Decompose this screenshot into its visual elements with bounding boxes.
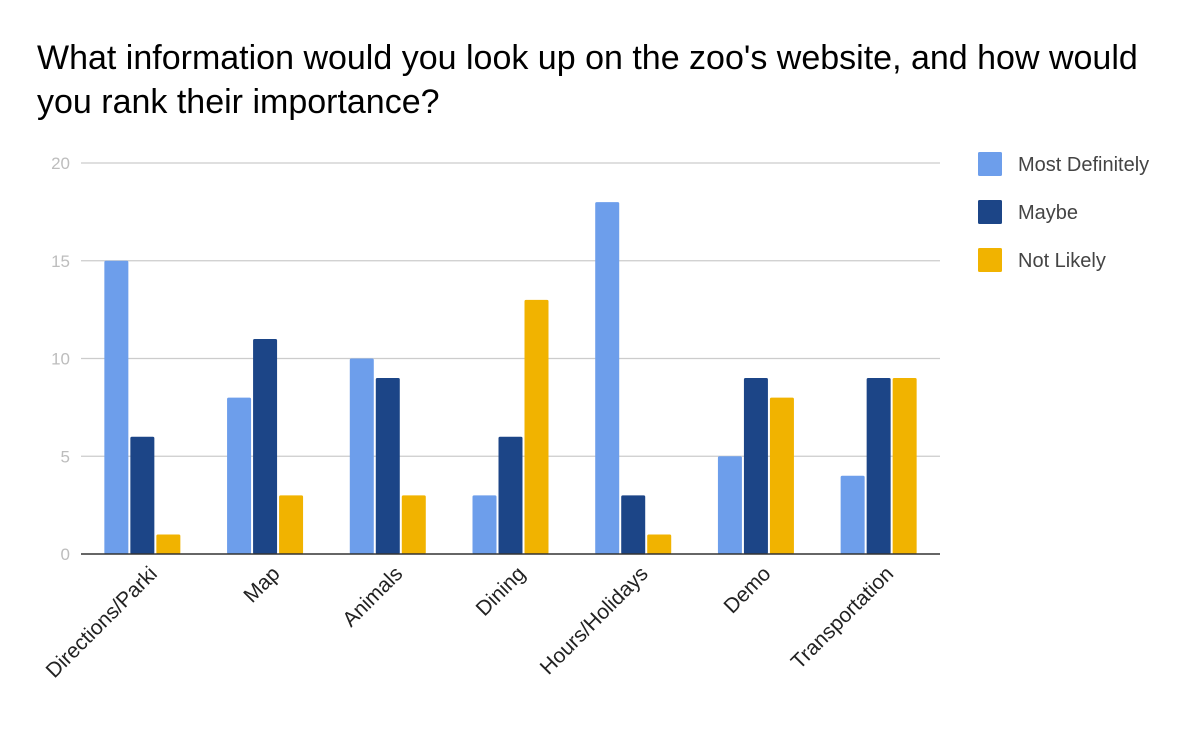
x-tick-label: Hours/Holidays	[536, 562, 653, 679]
x-tick-label: Map	[239, 562, 284, 607]
chart-title: What information would you look up on th…	[37, 39, 1138, 121]
legend: Most Definitely Maybe Not Likely	[978, 152, 1149, 272]
y-tick-label: 20	[51, 154, 70, 173]
bar	[401, 495, 426, 554]
x-tick-label: Dining	[472, 562, 530, 620]
bar	[769, 397, 794, 554]
bar	[349, 358, 374, 554]
bar	[595, 202, 620, 554]
legend-swatch	[978, 152, 1002, 176]
bar	[104, 260, 129, 554]
bar	[621, 495, 646, 554]
bar	[647, 534, 672, 554]
bar	[375, 378, 400, 554]
legend-label: Not Likely	[1018, 250, 1106, 272]
bar	[892, 378, 917, 554]
y-axis-ticks: 0 5 10 15 20	[51, 154, 70, 564]
x-tick-label: Animals	[338, 562, 407, 631]
legend-label: Most Definitely	[1018, 154, 1149, 176]
bar	[866, 378, 891, 554]
y-tick-label: 5	[61, 447, 70, 466]
grid-layer	[81, 162, 940, 457]
y-tick-label: 10	[51, 350, 70, 369]
bar	[156, 534, 181, 554]
x-tick-label: Transportation	[787, 562, 898, 673]
bar	[524, 299, 549, 554]
legend-label: Maybe	[1018, 202, 1078, 224]
bar	[717, 456, 742, 554]
bar	[472, 495, 497, 554]
bar	[498, 436, 523, 554]
legend-swatch	[978, 200, 1002, 224]
x-tick-label: Directions/Parki	[42, 562, 162, 682]
bar	[253, 338, 278, 554]
bar	[840, 475, 865, 554]
legend-swatch	[978, 248, 1002, 272]
bar	[279, 495, 304, 554]
bar	[743, 378, 768, 554]
x-axis-labels: Directions/Parki Map Animals Dining Hours/Ho…	[42, 562, 899, 682]
bar	[130, 436, 155, 554]
y-tick-label: 0	[61, 545, 70, 564]
bar	[227, 397, 252, 554]
y-tick-label: 15	[51, 252, 70, 271]
x-tick-label: Demo	[720, 562, 776, 618]
bars	[104, 202, 917, 554]
